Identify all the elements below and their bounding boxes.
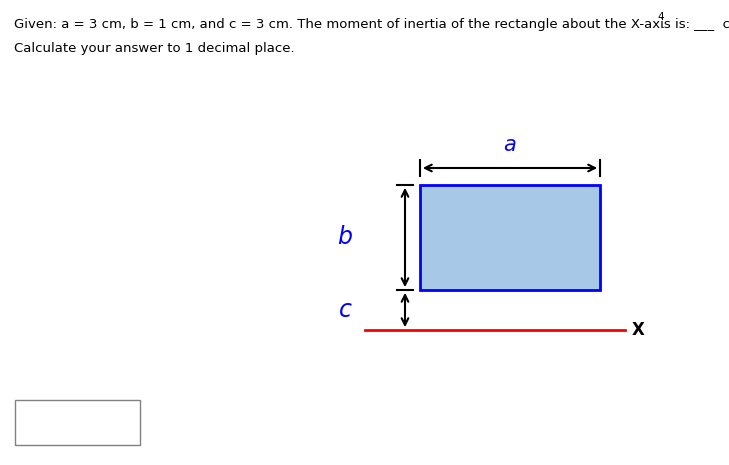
Text: Calculate your answer to 1 decimal place.: Calculate your answer to 1 decimal place… <box>14 42 295 55</box>
Text: Given: a = 3 cm, b = 1 cm, and c = 3 cm. The moment of inertia of the rectangle : Given: a = 3 cm, b = 1 cm, and c = 3 cm.… <box>14 18 729 31</box>
Text: X: X <box>632 321 645 339</box>
Text: 4: 4 <box>657 12 663 22</box>
Bar <box>15 400 140 445</box>
Text: a: a <box>504 135 516 155</box>
Bar <box>420 185 600 290</box>
Text: b: b <box>338 225 353 249</box>
Text: c: c <box>338 298 351 322</box>
Text: .: . <box>661 18 665 31</box>
